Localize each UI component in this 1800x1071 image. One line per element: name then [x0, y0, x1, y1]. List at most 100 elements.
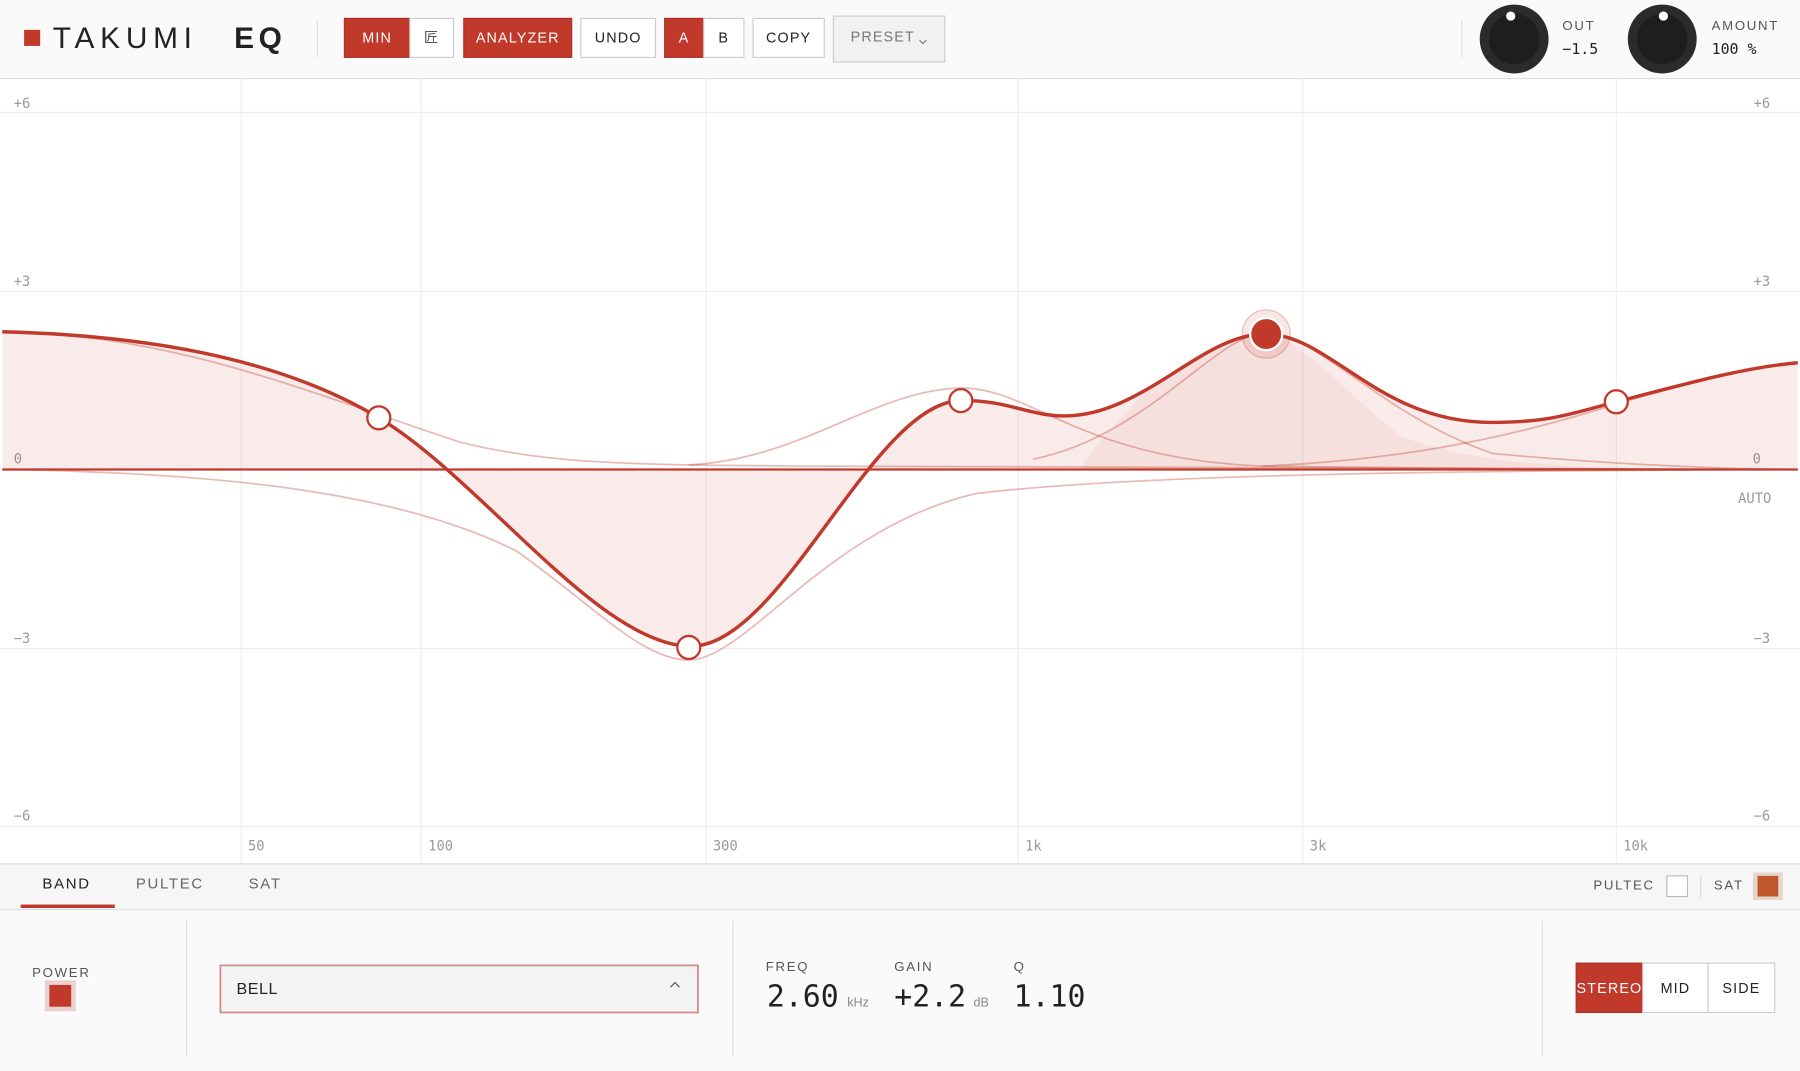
q-label: Q	[1014, 959, 1026, 974]
button-label: B	[718, 30, 729, 46]
band-node[interactable]	[676, 634, 702, 661]
button-label: MID	[1661, 981, 1691, 997]
y-label: +6	[14, 96, 31, 112]
y-label: +3	[14, 274, 31, 290]
q-value[interactable]: 1.10	[1014, 980, 1086, 1015]
knob-center	[1636, 13, 1688, 65]
side-button[interactable]: SIDE	[1707, 962, 1776, 1014]
x-label: 50	[248, 839, 265, 855]
band-node[interactable]	[1603, 389, 1629, 415]
button-bg	[409, 17, 455, 58]
button-label: UNDO	[595, 30, 642, 46]
amount-label: AMOUNT	[1712, 18, 1779, 33]
y-label-right: −3	[1754, 631, 1771, 647]
y-label: −3	[14, 631, 31, 647]
x-label: 1k	[1025, 839, 1042, 855]
grid	[0, 79, 1800, 864]
x-label: 10k	[1623, 839, 1649, 855]
sat-toggle-label: SAT	[1714, 878, 1744, 893]
min-button[interactable]: MIN	[343, 17, 411, 58]
eq-graph[interactable]: +6 +3 0 −3 −6 +6 +3 0 −3 −6 AUTO 50 100 …	[0, 79, 1800, 864]
button-label: COPY	[766, 30, 811, 46]
y-label-right: +6	[1754, 96, 1771, 112]
x-label: 3k	[1310, 839, 1327, 855]
band-node[interactable]	[948, 387, 974, 414]
tab-sat[interactable]: SAT	[249, 875, 282, 892]
copy-button[interactable]: COPY	[752, 17, 825, 58]
out-knob[interactable]	[1479, 4, 1549, 74]
graph-bg	[0, 79, 1800, 864]
button-label: STEREO	[1577, 981, 1643, 997]
curve-fill	[2, 331, 1798, 647]
y-label-right: +3	[1754, 274, 1771, 290]
knob-indicator	[1658, 11, 1668, 21]
tab-band[interactable]: BAND	[42, 875, 90, 892]
band-curve	[1032, 332, 1798, 471]
button-label: A	[679, 30, 690, 46]
dropdown-label: PRESET	[851, 29, 915, 45]
power-label: POWER	[32, 965, 90, 980]
button-bg	[463, 17, 573, 58]
button-bg	[1575, 962, 1644, 1014]
sat-checkbox[interactable]	[1757, 875, 1779, 897]
logo-mark	[24, 29, 41, 46]
power-toggle[interactable]	[49, 984, 72, 1007]
tab-bar	[0, 863, 1800, 910]
chevron	[670, 981, 680, 988]
selected-node[interactable]	[1248, 316, 1284, 352]
takumi-button[interactable]: 匠	[409, 17, 455, 58]
eq-curve	[2, 330, 1798, 649]
amount-value: 100 %	[1712, 40, 1757, 58]
tab-underline	[20, 904, 115, 908]
band-fill	[1079, 333, 1798, 470]
gain-unit: dB	[973, 996, 988, 1010]
a-button[interactable]: A	[664, 17, 705, 58]
stereo-button[interactable]: STEREO	[1575, 962, 1644, 1014]
knob-center	[1488, 13, 1540, 65]
y-label-right: 0	[1753, 452, 1761, 468]
amount-knob[interactable]	[1627, 4, 1697, 74]
x-label: 300	[713, 839, 738, 855]
y-label: 0	[14, 452, 22, 468]
button-bg	[752, 17, 825, 58]
freq-label: FREQ	[766, 959, 810, 974]
button-bg	[664, 17, 705, 58]
filter-type-select[interactable]: BELL	[219, 964, 699, 1014]
select-value: BELL	[236, 980, 278, 998]
logo-text: TAKUMI	[53, 22, 198, 55]
button-label: ANALYZER	[476, 30, 560, 46]
select-bg	[219, 964, 699, 1014]
out-value: −1.5	[1562, 40, 1598, 58]
button-label: SIDE	[1722, 981, 1760, 997]
y-label: −6	[14, 809, 31, 825]
chevron	[919, 39, 927, 45]
pultec-toggle-label: PULTEC	[1593, 878, 1654, 893]
freq-unit: kHz	[847, 996, 869, 1010]
preset-dropdown[interactable]: PRESET	[832, 15, 946, 63]
button-bg	[580, 17, 657, 58]
button-label: 匠	[424, 29, 439, 46]
button-bg	[1707, 962, 1776, 1014]
logo-text-bold: EQ	[234, 22, 286, 55]
b-button[interactable]: B	[703, 17, 745, 58]
gain-label: GAIN	[894, 959, 933, 974]
button-label: MIN	[362, 30, 392, 46]
auto-label: AUTO	[1738, 491, 1771, 507]
band-curve	[2, 468, 1798, 661]
analyzer-button[interactable]: ANALYZER	[463, 17, 573, 58]
undo-button[interactable]: UNDO	[580, 17, 657, 58]
x-label: 100	[428, 839, 453, 855]
mid-button[interactable]: MID	[1642, 962, 1709, 1014]
pultec-checkbox[interactable]	[1666, 875, 1689, 898]
band-node[interactable]	[366, 405, 392, 431]
y-label-right: −6	[1754, 809, 1771, 825]
tab-pultec[interactable]: PULTEC	[136, 875, 204, 892]
freq-value[interactable]: 2.60	[767, 980, 839, 1015]
knob-indicator	[1506, 11, 1516, 21]
gain-value[interactable]: +2.2	[894, 980, 966, 1015]
button-bg	[1642, 962, 1709, 1014]
button-bg	[343, 17, 411, 58]
out-label: OUT	[1562, 18, 1595, 33]
button-bg	[703, 17, 745, 58]
